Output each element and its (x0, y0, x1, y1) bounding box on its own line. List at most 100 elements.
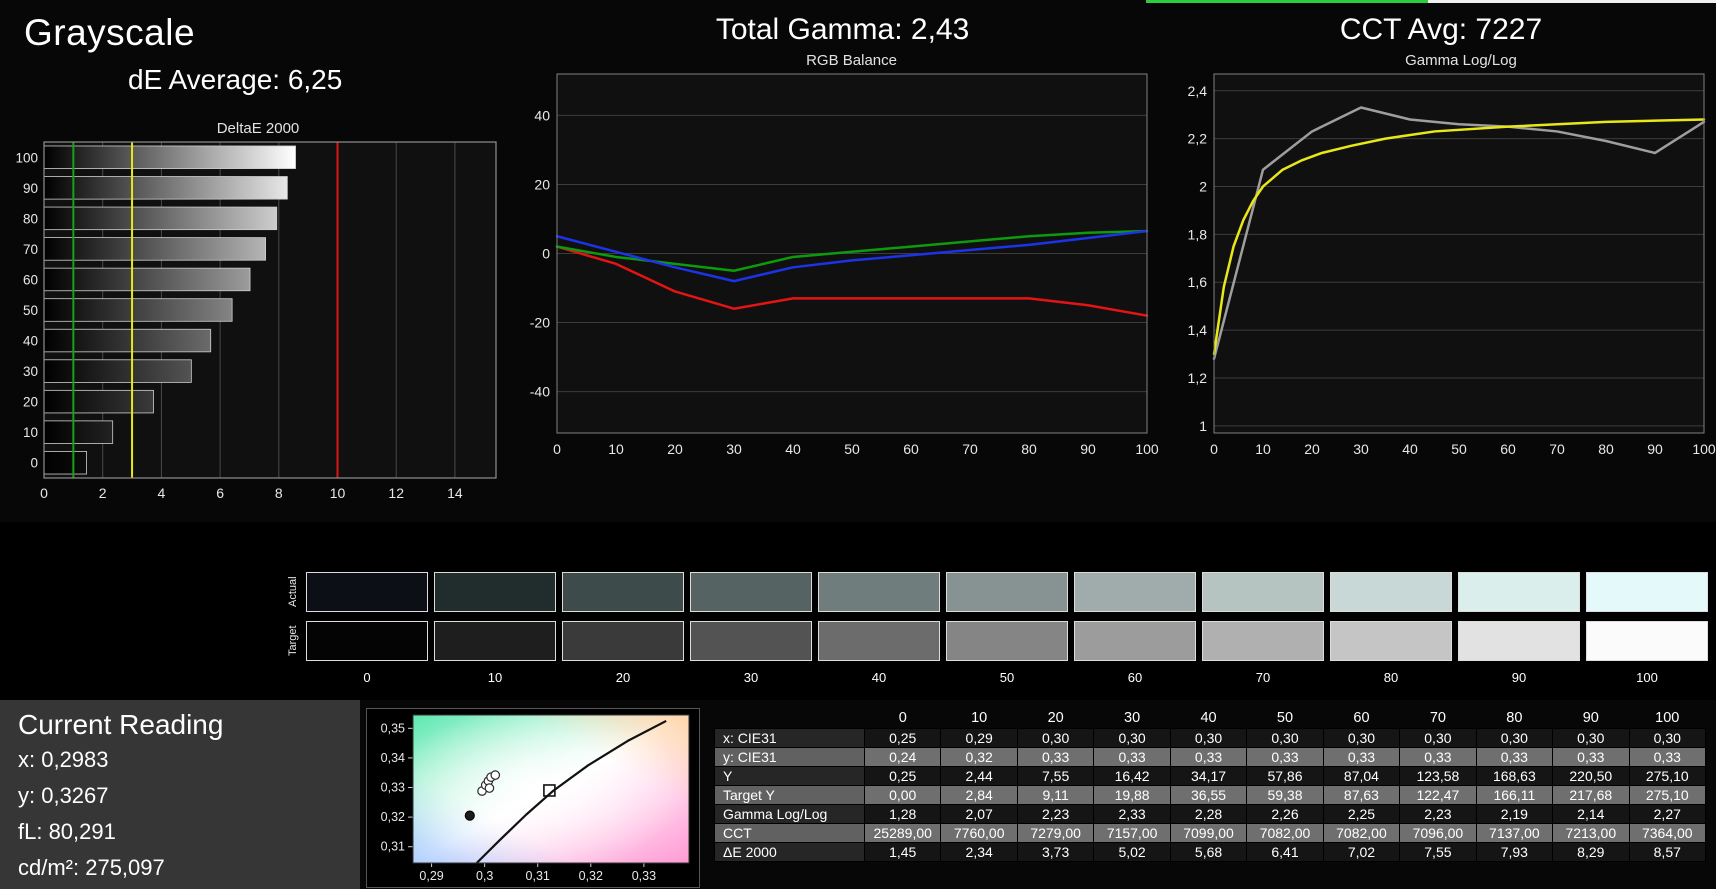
table-cell: 0,33 (1399, 746, 1477, 767)
table-cell: 2,33 (1093, 803, 1171, 824)
swatch-column: 50 (946, 572, 1068, 700)
table-row: Target Y 0,00 2,84 9,11 19,88 36,55 59,38 87,63… (714, 784, 1707, 805)
table-cell: 87,63 (1322, 784, 1401, 805)
rgb-chart-title: RGB Balance (806, 52, 897, 69)
svg-text:0: 0 (1210, 441, 1218, 457)
table-cell: 2,26 (1246, 803, 1324, 824)
svg-text:0,33: 0,33 (632, 869, 656, 883)
table-cell: 7,02 (1322, 841, 1401, 862)
swatch-level-label: 60 (1127, 670, 1143, 685)
gamma-loglog-chart: 2,4 2,2 2 1,8 1,6 1,4 1,2 1 0 10 20 30 40 50 60 70 80 90 1… (1168, 69, 1716, 465)
svg-text:70: 70 (962, 441, 978, 457)
svg-text:70: 70 (1549, 441, 1565, 457)
swatch-level-label: 20 (615, 670, 631, 685)
table-cell: 0,30 (1169, 727, 1248, 748)
table-cell: 7,93 (1475, 841, 1554, 862)
svg-text:12: 12 (388, 485, 404, 501)
svg-text:2: 2 (99, 485, 107, 501)
table-cell: 0,33 (1475, 746, 1554, 767)
svg-text:4: 4 (158, 485, 166, 501)
table-cell: 0,25 (863, 765, 942, 786)
target-swatch (306, 621, 428, 661)
target-swatch (1458, 621, 1580, 661)
svg-text:2,4: 2,4 (1188, 83, 1208, 99)
table-col-header: 30 (1124, 709, 1141, 726)
target-swatch (1074, 621, 1196, 661)
charts-row: Grayscale dE Average: 6,25 DeltaE 2000 0… (8, 12, 1716, 507)
svg-text:2,2: 2,2 (1188, 131, 1208, 147)
actual-swatch (946, 572, 1068, 612)
svg-text:-20: -20 (529, 315, 549, 331)
svg-text:1,2: 1,2 (1188, 370, 1208, 386)
table-cell: 7157,00 (1093, 822, 1171, 843)
swatch-level-label: 50 (999, 670, 1015, 685)
table-cell: 8,29 (1552, 841, 1630, 862)
svg-text:20: 20 (667, 441, 683, 457)
svg-text:100: 100 (1692, 441, 1716, 457)
table-cell: 0,33 (1246, 746, 1324, 767)
svg-text:2: 2 (1199, 178, 1207, 194)
svg-text:1,8: 1,8 (1188, 226, 1208, 242)
svg-text:70: 70 (23, 242, 38, 257)
table-cell: 7082,00 (1322, 822, 1401, 843)
table-cell: 275,10 (1628, 765, 1707, 786)
table-cell: 2,23 (1399, 803, 1477, 824)
reading-x: x: 0,2983 (18, 747, 109, 772)
table-cell: 7760,00 (940, 822, 1018, 843)
table-cell: 6,41 (1246, 841, 1324, 862)
actual-swatch (1074, 572, 1196, 612)
table-cell: 0,33 (1016, 746, 1095, 767)
svg-text:10: 10 (23, 425, 38, 440)
current-reading-title: Current Reading (18, 709, 224, 740)
table-cell: 3,73 (1016, 841, 1095, 862)
table-cell: 0,30 (1399, 727, 1477, 748)
svg-text:60: 60 (23, 272, 38, 287)
svg-text:50: 50 (844, 441, 860, 457)
target-swatch (690, 621, 812, 661)
swatch-column: 10 (434, 572, 556, 700)
table-cell: 5,02 (1093, 841, 1171, 862)
table-cell: 0,33 (1552, 746, 1630, 767)
deltae-bar-chart: 0 2 4 6 8 10 12 14 100 90 80 70 60 50 40 30 20 10 0 (8, 139, 519, 507)
table-cell: 0,30 (1475, 727, 1554, 748)
table-cell: 0,33 (1093, 746, 1171, 767)
table-row: y: CIE31 0,24 0,32 0,33 0,33 0,33 0,33 0,33 0,33… (714, 746, 1707, 767)
table-row-label: CCT (714, 822, 865, 843)
svg-text:50: 50 (23, 303, 38, 318)
svg-text:100: 100 (1135, 441, 1159, 457)
reading-y: y: 0,3267 (18, 783, 109, 808)
de-average-label: dE Average: 6,25 (128, 64, 343, 95)
table-cell: 122,47 (1399, 784, 1477, 805)
table-cell: 0,00 (863, 784, 942, 805)
table-col-header: 60 (1353, 709, 1370, 726)
rgb-balance-chart: 40 20 0 -20 -40 0 10 20 30 40 50 60 70 80 90 100 (523, 69, 1163, 465)
table-row-label: x: CIE31 (714, 727, 865, 748)
swatch-column: 90 (1458, 572, 1580, 700)
table-cell: 57,86 (1246, 765, 1324, 786)
svg-text:40: 40 (1402, 441, 1418, 457)
table-cell: 2,19 (1475, 803, 1554, 824)
swatch-level-label: 40 (871, 670, 887, 685)
table-row-label: y: CIE31 (714, 746, 865, 767)
table-header-row: 0 10 20 30 40 50 60 70 80 90 100 (715, 708, 1706, 728)
swatch-column: 20 (562, 572, 684, 700)
table-row: CCT 25289,00 7760,00 7279,00 7157,00 7099,00 7… (714, 822, 1707, 843)
svg-text:30: 30 (726, 441, 742, 457)
table-cell: 7096,00 (1399, 822, 1477, 843)
table-col-header: 20 (1047, 709, 1064, 726)
table-cell: 0,30 (1093, 727, 1171, 748)
swatch-level-label: 0 (363, 670, 371, 685)
table-cell: 0,33 (1322, 746, 1401, 767)
svg-text:1,6: 1,6 (1188, 274, 1208, 290)
table-cell: 2,07 (940, 803, 1018, 824)
svg-text:0,32: 0,32 (381, 810, 405, 824)
svg-text:0: 0 (553, 441, 561, 457)
table-cell: 2,28 (1169, 803, 1248, 824)
table-cell: 275,10 (1628, 784, 1707, 805)
swatch-level-label: 70 (1255, 670, 1271, 685)
actual-swatch (1586, 572, 1708, 612)
svg-text:10: 10 (1255, 441, 1271, 457)
svg-text:6: 6 (216, 485, 224, 501)
table-col-header: 10 (971, 709, 988, 726)
